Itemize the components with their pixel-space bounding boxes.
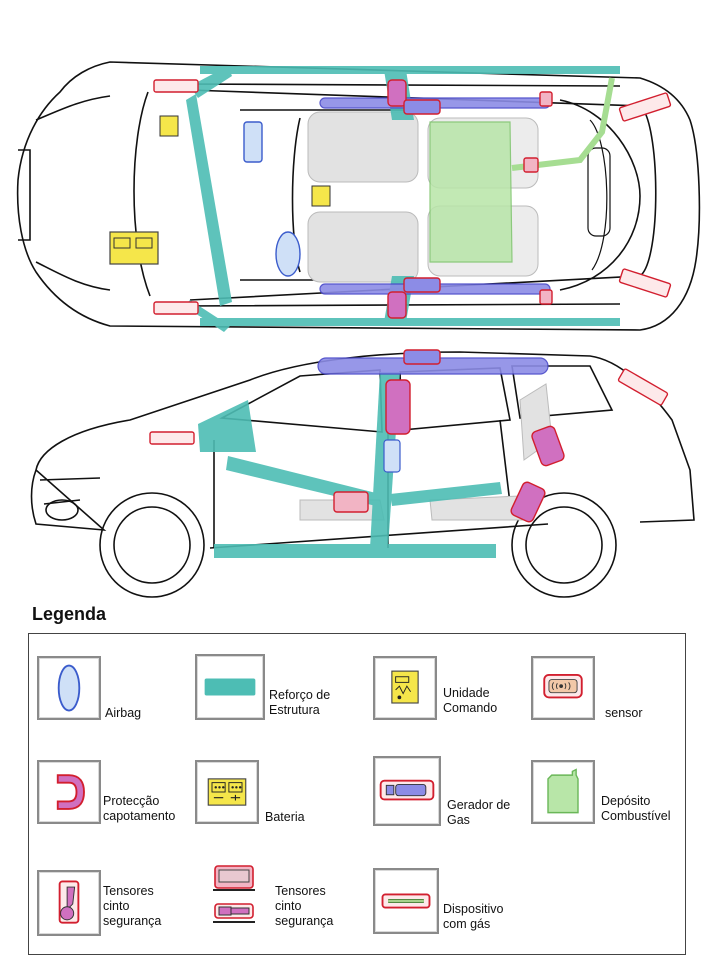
legend-label-tensores2: Tensores cinto segurança <box>275 884 334 928</box>
control-unit-center <box>311 185 331 207</box>
gas-strut-icon <box>373 868 439 934</box>
car-side-view <box>30 351 695 598</box>
legend-label-tensores1: Tensores cinto segurança <box>103 884 162 928</box>
legend-label-reforco: Reforço de Estrutura <box>269 688 331 717</box>
legend-label-proteccao: Protecção capotamento <box>103 794 176 823</box>
legend-label-airbag: Airbag <box>105 706 142 720</box>
gas-struts-top <box>153 79 672 315</box>
battery-icon <box>195 760 259 824</box>
battery-top <box>109 231 159 265</box>
airbag-icon <box>37 656 101 720</box>
gas-generator-icon <box>373 756 441 826</box>
legend-label-deposito: Depósito Combustível <box>601 794 671 823</box>
control-unit-icon <box>373 656 437 720</box>
legend-label-sensor: sensor <box>605 706 643 720</box>
fuel-filler-pipe <box>511 77 615 171</box>
legend-label-unidade: Unidade Comando <box>443 686 498 715</box>
control-unit-front <box>159 115 179 137</box>
legend-box: Airbag Reforço de Estrutura Unidade Coma… <box>28 633 686 955</box>
seatbelt-tensioner-icon <box>37 870 101 936</box>
airbag-side <box>383 439 401 473</box>
rollover-protection-icon <box>37 760 101 824</box>
legend-title: Legenda <box>32 604 107 624</box>
sensor-icon <box>531 656 595 720</box>
airbag-passenger-top <box>275 231 301 277</box>
legend-label-dispositivo: Dispositivo com gás <box>443 902 504 931</box>
airbag-steering-top <box>243 121 263 163</box>
side-devices <box>149 349 669 523</box>
vehicle-rescue-diagram <box>16 61 701 598</box>
seatbelt-tensioner-rail-icon <box>211 862 257 930</box>
fuel-tank-icon <box>531 760 595 824</box>
fuel-tank-top <box>429 121 513 263</box>
legend-label-gerador: Gerador de Gas <box>447 798 511 827</box>
tensioners-top <box>387 79 553 319</box>
legend-label-bateria: Bateria <box>265 810 305 824</box>
structure-reinforcement-icon <box>195 654 265 720</box>
